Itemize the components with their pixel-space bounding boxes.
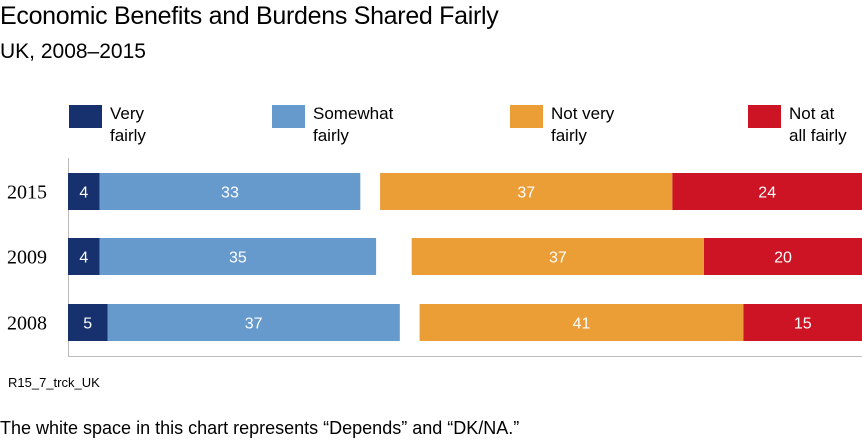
- bar-segment-very-fairly: [68, 304, 108, 341]
- legend-label: Not very fairly: [551, 104, 615, 145]
- legend-label: Somewhat fairly: [313, 104, 394, 145]
- legend-item-somewhat-fairly: Somewhat fairly: [272, 104, 394, 145]
- bar-segment-not-very-fairly: [411, 238, 704, 275]
- bar-segment-not-very-fairly: [419, 304, 744, 341]
- category-label: 2009: [7, 247, 47, 269]
- bar-segment-somewhat-fairly: [99, 238, 377, 275]
- bar-segment-not-at-all-fairly: [672, 173, 862, 210]
- bar-segment-very-fairly: [68, 238, 100, 275]
- legend-swatch: [272, 105, 305, 128]
- data-label: 4: [79, 185, 88, 202]
- bar-segment-not-at-all-fairly: [743, 304, 862, 341]
- data-label: 37: [517, 185, 535, 202]
- data-label: 33: [221, 185, 239, 202]
- bar-segment-not-very-fairly: [380, 173, 673, 210]
- data-label: 20: [774, 250, 792, 267]
- bar-segment-somewhat-fairly: [107, 304, 400, 341]
- bar-segment-very-fairly: [68, 173, 100, 210]
- source-code: R15_7_trck_UK: [8, 375, 100, 390]
- data-label: 37: [549, 250, 567, 267]
- bar-row-2009: 2009 4 35 37 20: [7, 238, 862, 275]
- data-label: 41: [573, 316, 591, 333]
- bar-row-2008: 2008 5 37 41 15: [7, 304, 862, 341]
- category-label: 2015: [7, 182, 47, 204]
- legend-swatch: [69, 105, 102, 128]
- legend-item-not-very-fairly: Not very fairly: [510, 104, 615, 145]
- legend-item-not-at-all-fairly: Not at all fairly: [748, 104, 847, 145]
- category-label: 2008: [7, 313, 47, 335]
- chart-title: Economic Benefits and Burdens Shared Fai…: [0, 2, 499, 30]
- data-label: 37: [245, 316, 263, 333]
- data-label: 24: [758, 185, 776, 202]
- data-label: 15: [794, 316, 812, 333]
- data-label: 4: [79, 250, 88, 267]
- legend-label: Not at all fairly: [789, 104, 847, 145]
- legend-item-very-fairly: Very fairly: [69, 104, 146, 145]
- footnote: The white space in this chart represents…: [0, 418, 520, 438]
- legend: Very fairly Somewhat fairly Not very fairly No…: [69, 104, 847, 145]
- legend-swatch: [510, 105, 543, 128]
- legend-swatch: [748, 105, 781, 128]
- bars: 2015 4 33 37 24 2009 4 35 37 20 2008 5 37 41 15: [7, 173, 862, 341]
- bar-segment-somewhat-fairly: [99, 173, 361, 210]
- bar-segment-not-at-all-fairly: [704, 238, 862, 275]
- data-label: 5: [83, 316, 92, 333]
- data-label: 35: [229, 250, 247, 267]
- bar-row-2015: 2015 4 33 37 24: [7, 173, 862, 210]
- legend-label: Very fairly: [110, 104, 146, 145]
- chart-subtitle: UK, 2008–2015: [0, 40, 146, 63]
